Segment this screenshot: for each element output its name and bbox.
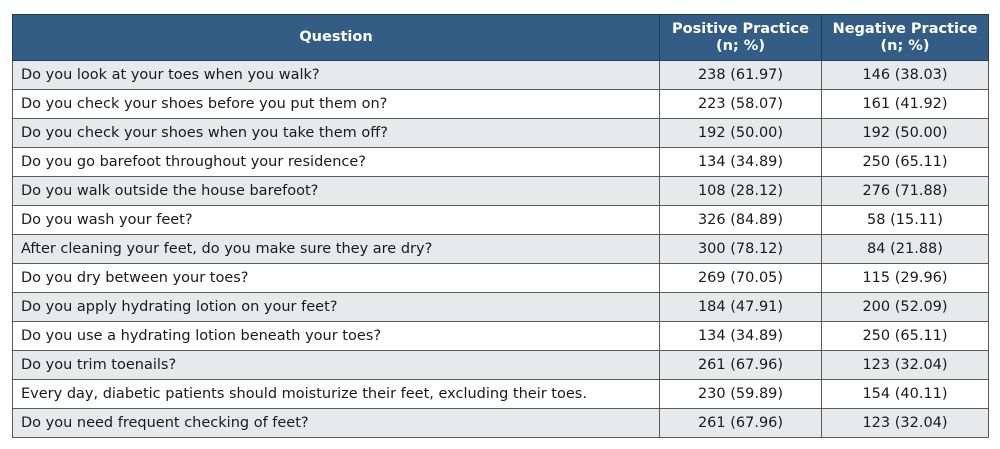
positive-practice-cell: 269 (70.05)	[659, 263, 822, 293]
table-row: Every day, diabetic patients should mois…	[12, 379, 989, 409]
table-row: Do you use a hydrating lotion beneath yo…	[12, 321, 989, 351]
question-cell: Do you use a hydrating lotion beneath yo…	[12, 321, 660, 351]
positive-practice-cell: 184 (47.91)	[659, 292, 822, 322]
table-row: Do you walk outside the house barefoot? 1…	[12, 176, 989, 206]
header-row: Question Positive Practice (n; %) Negati…	[12, 14, 989, 61]
question-cell: Do you look at your toes when you walk?	[12, 60, 660, 90]
header-positive-sub: (n; %)	[716, 37, 765, 54]
header-positive-practice: Positive Practice (n; %)	[659, 14, 822, 61]
table-body: Do you look at your toes when you walk? 2…	[12, 60, 989, 438]
negative-practice-cell: 58 (15.11)	[821, 205, 989, 235]
question-cell: Do you check your shoes when you take th…	[12, 118, 660, 148]
header-question: Question	[12, 14, 660, 61]
question-cell: Do you wash your feet?	[12, 205, 660, 235]
table-row: After cleaning your feet, do you make su…	[12, 234, 989, 264]
positive-practice-cell: 326 (84.89)	[659, 205, 822, 235]
positive-practice-cell: 108 (28.12)	[659, 176, 822, 206]
positive-practice-cell: 230 (59.89)	[659, 379, 822, 409]
question-cell: Do you check your shoes before you put t…	[12, 89, 660, 119]
table-row: Do you check your shoes when you take th…	[12, 118, 989, 148]
negative-practice-cell: 123 (32.04)	[821, 350, 989, 380]
negative-practice-cell: 250 (65.11)	[821, 321, 989, 351]
question-cell: Do you walk outside the house barefoot?	[12, 176, 660, 206]
question-cell: Every day, diabetic patients should mois…	[12, 379, 660, 409]
negative-practice-cell: 276 (71.88)	[821, 176, 989, 206]
negative-practice-cell: 192 (50.00)	[821, 118, 989, 148]
negative-practice-cell: 250 (65.11)	[821, 147, 989, 177]
table-row: Do you dry between your toes? 269 (70.05)…	[12, 263, 989, 293]
positive-practice-cell: 261 (67.96)	[659, 350, 822, 380]
header-negative-practice: Negative Practice (n; %)	[821, 14, 989, 61]
header-negative-title: Negative Practice	[832, 20, 978, 37]
table-row: Do you go barefoot throughout your resid…	[12, 147, 989, 177]
negative-practice-cell: 84 (21.88)	[821, 234, 989, 264]
positive-practice-cell: 223 (58.07)	[659, 89, 822, 119]
positive-practice-cell: 134 (34.89)	[659, 321, 822, 351]
question-cell: After cleaning your feet, do you make su…	[12, 234, 660, 264]
positive-practice-cell: 261 (67.96)	[659, 408, 822, 438]
header-positive-title: Positive Practice	[672, 20, 809, 37]
positive-practice-cell: 300 (78.12)	[659, 234, 822, 264]
header-negative-sub: (n; %)	[880, 37, 930, 54]
table-row: Do you trim toenails? 261 (67.96) 123 (32.…	[12, 350, 989, 380]
negative-practice-cell: 123 (32.04)	[821, 408, 989, 438]
foot-care-practice-table: Question Positive Practice (n; %) Negati…	[12, 14, 989, 438]
table-header: Question Positive Practice (n; %) Negati…	[12, 14, 989, 61]
negative-practice-cell: 146 (38.03)	[821, 60, 989, 90]
negative-practice-cell: 154 (40.11)	[821, 379, 989, 409]
negative-practice-cell: 161 (41.92)	[821, 89, 989, 119]
question-cell: Do you apply hydrating lotion on your fe…	[12, 292, 660, 322]
table-row: Do you need frequent checking of feet? 26…	[12, 408, 989, 438]
negative-practice-cell: 200 (52.09)	[821, 292, 989, 322]
table-row: Do you apply hydrating lotion on your fe…	[12, 292, 989, 322]
table-row: Do you look at your toes when you walk? 2…	[12, 60, 989, 90]
positive-practice-cell: 192 (50.00)	[659, 118, 822, 148]
table-row: Do you wash your feet? 326 (84.89) 58 (15.…	[12, 205, 989, 235]
question-cell: Do you dry between your toes?	[12, 263, 660, 293]
negative-practice-cell: 115 (29.96)	[821, 263, 989, 293]
positive-practice-cell: 134 (34.89)	[659, 147, 822, 177]
positive-practice-cell: 238 (61.97)	[659, 60, 822, 90]
header-question-label: Question	[299, 29, 373, 45]
question-cell: Do you trim toenails?	[12, 350, 660, 380]
table-row: Do you check your shoes before you put t…	[12, 89, 989, 119]
question-cell: Do you need frequent checking of feet?	[12, 408, 660, 438]
question-cell: Do you go barefoot throughout your resid…	[12, 147, 660, 177]
